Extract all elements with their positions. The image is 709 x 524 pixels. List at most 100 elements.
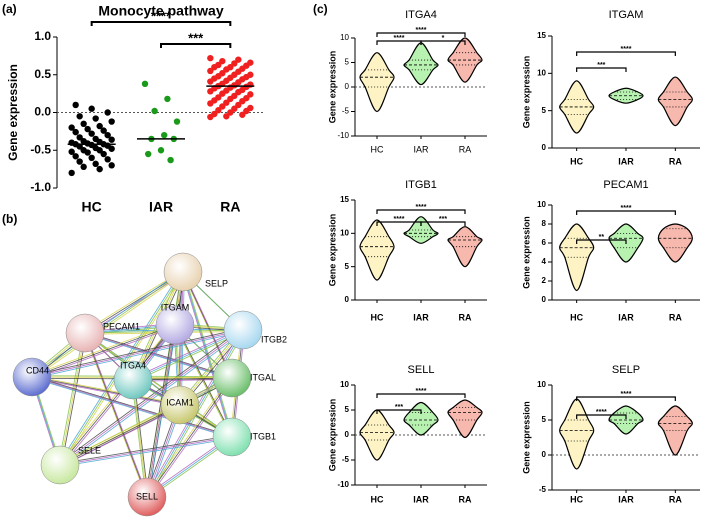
significance-label: ** xyxy=(599,234,605,241)
point xyxy=(92,135,99,143)
x-tick-label: IAR xyxy=(618,156,634,166)
y-axis-label: Gene expression xyxy=(327,399,337,472)
point xyxy=(235,88,242,96)
x-tick-label: HC xyxy=(570,312,583,322)
significance-bracket xyxy=(376,409,422,414)
y-tick-label: 10 xyxy=(340,33,349,42)
significance-bracket xyxy=(420,40,466,45)
y-tick-label: 5 xyxy=(345,262,350,271)
significance-label: *** xyxy=(188,30,204,45)
x-tick-label: RA xyxy=(669,156,682,166)
node-label: ITGB1 xyxy=(250,431,276,441)
edge xyxy=(58,403,179,465)
x-tick-label: IAR xyxy=(413,144,429,154)
x-tick-label: RA xyxy=(220,199,240,215)
node xyxy=(212,358,252,398)
point xyxy=(104,156,111,163)
y-tick-label: -10 xyxy=(337,480,349,489)
x-tick-label: HC xyxy=(82,199,102,215)
violin xyxy=(359,409,395,461)
node xyxy=(40,445,80,485)
violin xyxy=(559,223,595,292)
y-axis-label: Gene expression xyxy=(6,64,20,161)
node-label: SELL xyxy=(136,491,158,501)
node-label: ITGAL xyxy=(250,372,276,382)
node xyxy=(163,252,203,292)
significance-label: **** xyxy=(416,27,427,34)
significance-bracket xyxy=(376,393,466,398)
point xyxy=(151,107,158,115)
node-label: CD44 xyxy=(26,365,49,375)
edge xyxy=(60,326,177,467)
significance-label: * xyxy=(442,35,445,42)
significance-label: **** xyxy=(416,388,427,395)
edge xyxy=(59,324,176,466)
point xyxy=(223,99,230,106)
y-tick-label: 0 xyxy=(345,430,350,439)
edge xyxy=(131,328,242,380)
x-tick-label: RA xyxy=(669,494,682,504)
edge xyxy=(33,377,182,407)
edge xyxy=(84,332,148,498)
x-tick-label: RA xyxy=(459,494,472,504)
x-tick-label: IAR xyxy=(149,199,173,215)
edge xyxy=(86,333,234,439)
y-tick-label: 10 xyxy=(340,380,349,389)
point xyxy=(80,163,87,171)
y-tick-label: -5 xyxy=(342,455,350,464)
edge xyxy=(31,376,233,438)
y-axis-label: Gene expression xyxy=(327,51,337,124)
x-tick-label: RA xyxy=(669,312,682,322)
significance-label: **** xyxy=(416,204,427,211)
chart-title: PECAM1 xyxy=(603,179,648,191)
edge xyxy=(30,375,179,405)
y-tick-label: 5 xyxy=(542,415,547,424)
node xyxy=(113,360,153,400)
point xyxy=(207,54,214,62)
panel-label: (a) xyxy=(2,2,17,16)
y-tick-label: 15 xyxy=(340,195,349,204)
violin xyxy=(359,52,395,113)
point xyxy=(161,131,168,139)
point xyxy=(76,134,83,141)
y-tick-label: -1.0 xyxy=(30,180,51,194)
point xyxy=(243,107,250,115)
x-tick-label: HC xyxy=(371,144,384,154)
point xyxy=(215,107,222,114)
violin xyxy=(559,398,595,470)
x-tick-label: IAR xyxy=(618,312,634,322)
significance-label: **** xyxy=(151,8,172,23)
x-tick-label: RA xyxy=(459,312,472,322)
violin xyxy=(403,401,439,436)
node xyxy=(127,477,167,517)
node-label: ICAM1 xyxy=(166,397,194,407)
significance-bracket xyxy=(576,210,676,215)
edge xyxy=(59,404,181,466)
y-tick-label: -5 xyxy=(539,485,547,494)
y-tick-label: 0 xyxy=(542,295,547,304)
significance-label: **** xyxy=(621,205,632,212)
y-tick-label: 0 xyxy=(542,143,547,152)
edge xyxy=(30,328,242,377)
point xyxy=(80,137,87,145)
point xyxy=(72,101,79,109)
node-label: PECAM1 xyxy=(103,321,140,331)
y-axis-label: Gene expression xyxy=(521,56,531,129)
panel-label: (c) xyxy=(313,2,328,16)
edge xyxy=(132,329,244,381)
significance-label: **** xyxy=(621,46,632,53)
point xyxy=(96,122,103,130)
point xyxy=(88,130,95,137)
y-tick-label: 10 xyxy=(537,68,546,77)
point xyxy=(108,118,115,125)
significance-bracket xyxy=(376,209,466,214)
edge xyxy=(61,437,234,467)
violin xyxy=(447,399,483,439)
y-tick-label: 15 xyxy=(537,31,546,40)
significance-label: **** xyxy=(596,409,607,416)
point xyxy=(80,120,87,128)
edge xyxy=(145,323,175,496)
point xyxy=(72,128,79,136)
y-tick-label: 4 xyxy=(542,257,547,266)
edge xyxy=(181,270,232,436)
